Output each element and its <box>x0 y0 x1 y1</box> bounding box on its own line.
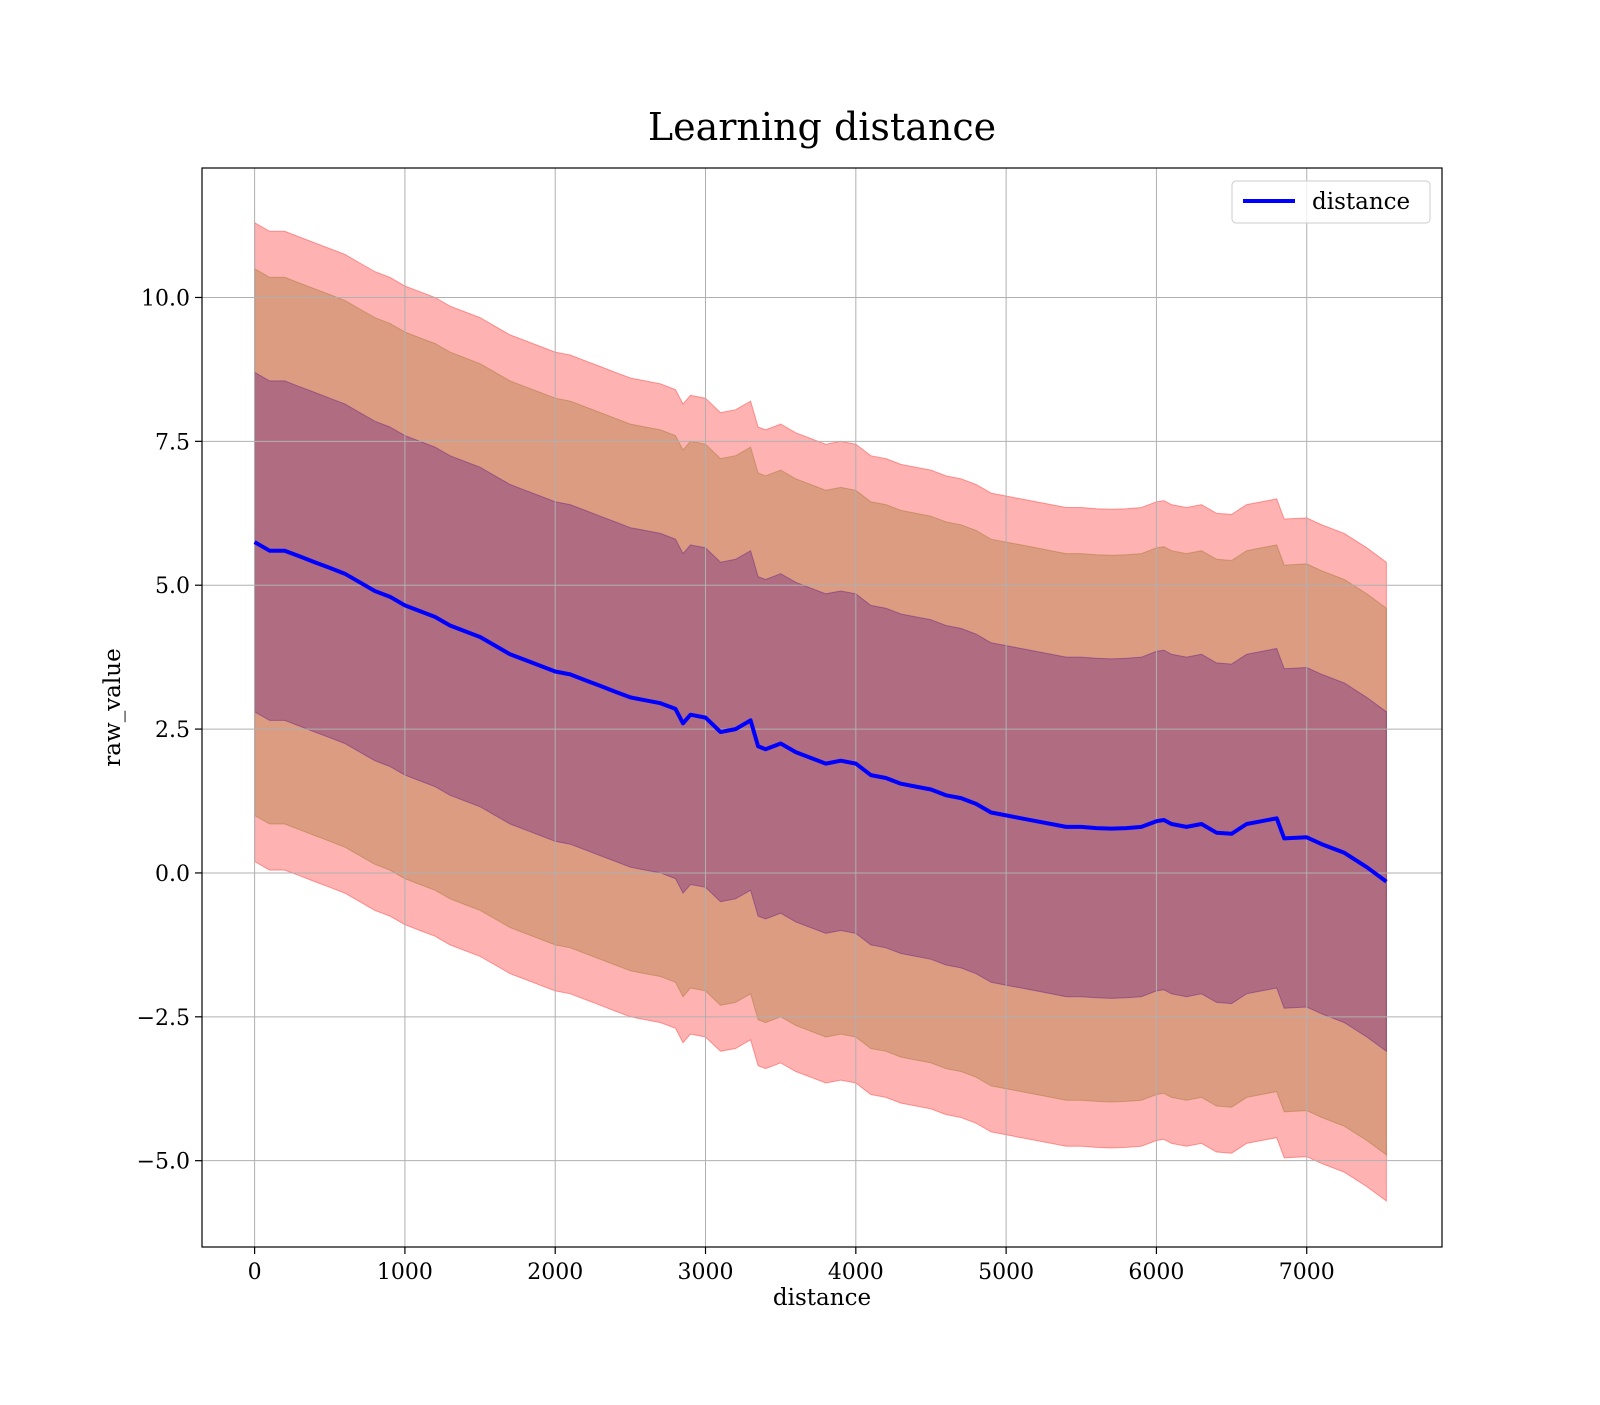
legend: distance <box>1231 180 1431 224</box>
x-tick-label: 1000 <box>377 1260 433 1285</box>
x-tick-label: 2000 <box>527 1260 583 1285</box>
x-axis-label: distance <box>773 1285 871 1311</box>
plot-frame <box>201 167 1443 1248</box>
x-axis-ticks: 0 1000 2000 3000 4000 5000 6000 7000 <box>248 1247 1335 1285</box>
band-2 <box>254 267 1387 1156</box>
legend-box <box>1231 180 1431 224</box>
x-tick-label: 7000 <box>1279 1260 1335 1285</box>
y-tick-label: 10.0 <box>141 286 190 311</box>
y-tick-label: 5.0 <box>155 574 190 599</box>
legend-label-distance: distance <box>1312 189 1410 215</box>
x-tick-label: 5000 <box>978 1260 1034 1285</box>
series-line-distance <box>253 540 1388 884</box>
x-tick-label: 4000 <box>828 1260 884 1285</box>
chart-title: Learning distance <box>648 105 996 149</box>
y-axis-label: raw_value <box>100 648 126 766</box>
x-tick-label: 0 <box>248 1260 262 1285</box>
grid <box>202 168 1442 1247</box>
y-tick-label: 2.5 <box>155 718 190 743</box>
y-tick-label: 7.5 <box>155 430 190 455</box>
x-tick-label: 6000 <box>1128 1260 1184 1285</box>
y-axis-ticks: −5.0 −2.5 0.0 2.5 5.0 7.5 10.0 <box>137 286 202 1175</box>
y-tick-label: 0.0 <box>155 862 190 887</box>
confidence-bands <box>254 221 1387 1202</box>
x-tick-label: 3000 <box>678 1260 734 1285</box>
band-3 <box>254 371 1387 1053</box>
y-tick-label: −5.0 <box>137 1150 190 1175</box>
y-tick-label: −2.5 <box>137 1006 190 1031</box>
series-lines <box>253 540 1388 884</box>
